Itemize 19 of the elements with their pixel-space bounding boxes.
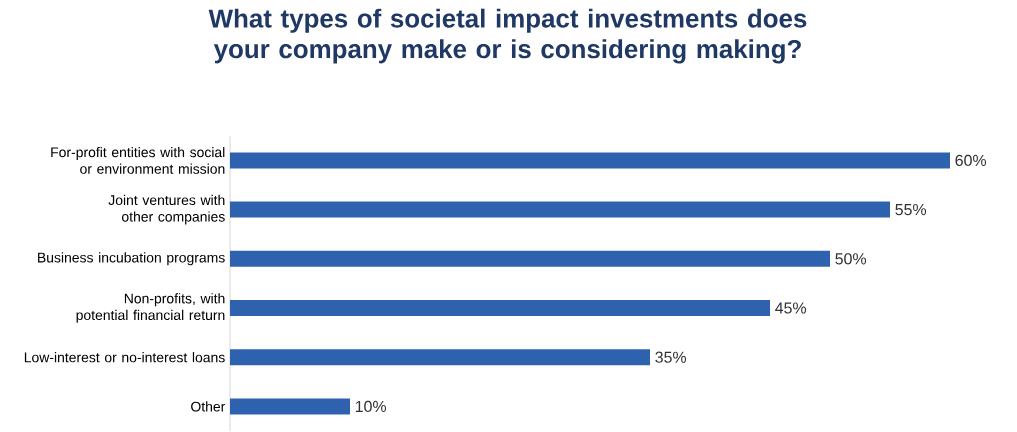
- data-label: 50%: [835, 253, 867, 265]
- data-label: 55%: [895, 203, 927, 216]
- bar: [230, 398, 351, 415]
- bar: [230, 300, 771, 317]
- y-tick-label: Other: [191, 401, 226, 412]
- data-label: 10%: [355, 400, 387, 413]
- y-tick-label: For-profit entities with social or environment mission: [51, 146, 225, 174]
- bar: [230, 250, 831, 267]
- y-tick-label: Joint ventures with other companies: [108, 194, 225, 225]
- data-label: 45%: [775, 302, 807, 314]
- y-tick-label: Low-interest or no-interest loans: [24, 352, 225, 363]
- bar: [230, 349, 651, 366]
- y-tick-label: Business incubation programs: [38, 252, 225, 266]
- data-label: 60%: [955, 154, 987, 167]
- chart-title: What types of societal impact investments does your company make or is considering making?: [208, 8, 807, 64]
- bar: [230, 201, 891, 218]
- y-tick-label: Non-profits, with potential financial return: [76, 293, 225, 323]
- bar: [230, 152, 951, 169]
- data-label: 35%: [655, 351, 687, 363]
